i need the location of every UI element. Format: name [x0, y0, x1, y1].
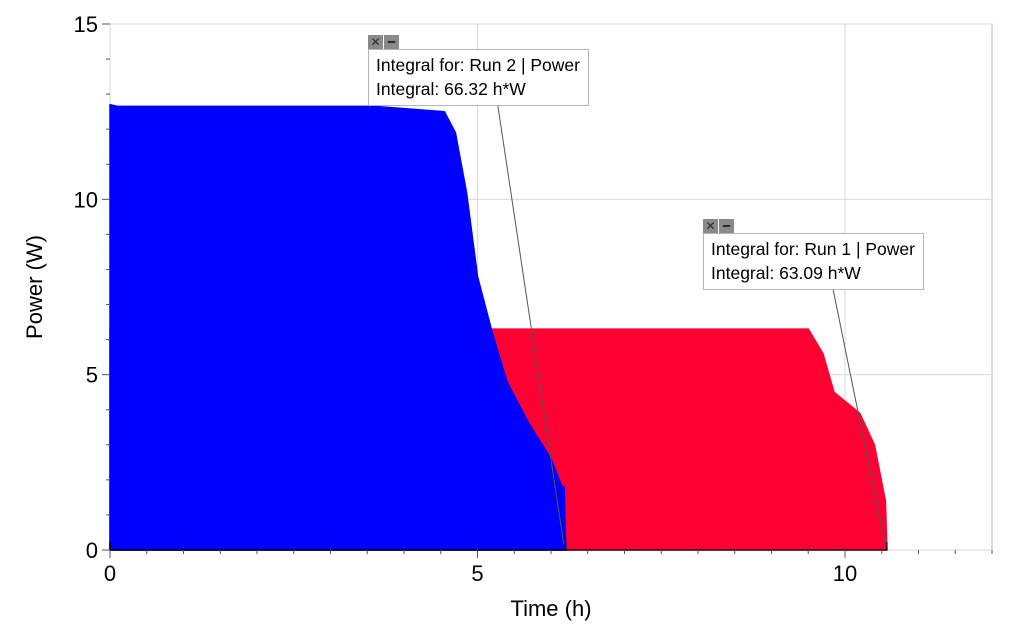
run1-integral-callout[interactable]: Integral for: Run 1 | Power Integral: 63… — [703, 233, 924, 290]
close-icon[interactable]: ✕ — [368, 35, 383, 49]
run1-leader-line — [831, 283, 886, 545]
run2-integral-tools: ✕ ━ — [368, 35, 399, 49]
run2-leader-line — [496, 99, 565, 545]
x-axis-title: Time (h) — [510, 596, 591, 621]
y-axis-title: Power (W) — [22, 235, 47, 339]
close-icon[interactable]: ✕ — [703, 219, 718, 233]
y-tick-label: 0 — [86, 538, 98, 563]
tick-layer: 0 5 10 0 5 10 15 — [74, 12, 993, 586]
menu-icon[interactable]: ━ — [719, 219, 734, 233]
run1-integral-tools: ✕ ━ — [703, 219, 734, 233]
run1-integral-title: Integral for: Run 1 | Power — [711, 239, 915, 259]
run2-integral-value: Integral: 66.32 h*W — [376, 79, 526, 99]
run1-integral-bracket — [109, 542, 888, 551]
data-layer — [109, 99, 888, 551]
x-tick-label: 0 — [104, 561, 116, 586]
y-tick-label: 5 — [86, 363, 98, 388]
x-tick-label: 10 — [833, 561, 857, 586]
run2-integral-callout[interactable]: Integral for: Run 2 | Power Integral: 66… — [368, 49, 589, 106]
y-tick-label: 10 — [74, 187, 98, 212]
menu-icon[interactable]: ━ — [384, 35, 399, 49]
series-area-run-2 — [109, 103, 567, 551]
x-tick-label: 5 — [471, 561, 483, 586]
run2-integral-title: Integral for: Run 2 | Power — [376, 55, 580, 75]
y-tick-label: 15 — [74, 12, 98, 37]
run1-integral-value: Integral: 63.09 h*W — [711, 263, 861, 283]
